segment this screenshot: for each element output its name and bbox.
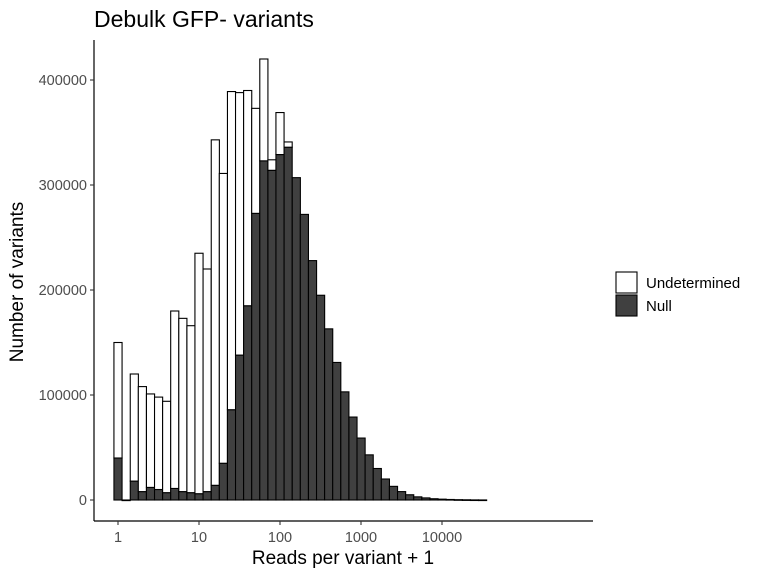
bar-null [218,462,228,501]
bar-null [437,498,447,501]
bar-null [202,491,212,501]
bar-null [461,499,471,501]
bar-undetermined [113,341,123,459]
bar-null [332,361,342,501]
y-tick-label: 300000 [39,178,87,194]
bar-null [113,457,123,501]
bar-undetermined [202,268,212,493]
bar-undetermined [267,159,277,171]
bar-null [445,498,455,501]
bar-null [275,154,285,501]
bar-undetermined [129,373,139,482]
chart-title: Debulk GFP- variants [94,6,314,32]
bar-undetermined [178,317,188,493]
legend-swatch [615,294,638,317]
bar-null [178,491,188,501]
bar-null [324,328,334,501]
bar-undetermined [251,107,261,214]
y-tick-label: 200000 [39,283,87,299]
bar-null [291,177,301,501]
bar-undetermined [186,325,196,494]
x-tick-label: 10000 [422,530,462,546]
bar-undetermined [170,310,180,489]
bar-null [396,491,407,501]
bar-null [356,437,366,501]
legend: Undetermined Null [615,271,740,317]
bar-undetermined [226,91,237,411]
legend-swatch [615,271,638,294]
bar-undetermined [210,139,220,486]
bar-undetermined [283,141,293,148]
bar-null [226,409,237,501]
bar-null [145,486,156,501]
bar-null [413,496,423,501]
bar-null [388,485,399,501]
bar-undetermined [153,396,164,491]
bar-undetermined [243,89,253,307]
bar-null [283,146,293,501]
bar-null [137,491,147,501]
bar-null [129,480,139,501]
bar-null [340,391,350,501]
bar-undetermined [275,112,285,156]
x-tick-label: 10 [191,530,207,546]
bar-null [267,169,277,501]
plot-area [113,58,488,502]
bar-null [405,494,415,501]
y-tick-label: 100000 [39,388,87,404]
bar-null [348,416,358,501]
bar-null [153,488,164,501]
bar-null [299,213,309,501]
axes: 0 100000 200000 300000 400000 1 10 100 1000 10000 [39,40,593,546]
bar-null [380,478,390,501]
bar-undetermined [137,386,147,493]
y-tick-label: 0 [79,493,87,509]
x-axis-title: Reads per variant + 1 [252,548,434,569]
bar-null [194,493,204,501]
legend-label: Null [646,298,672,315]
bar-null [307,260,318,501]
bar-null [364,454,374,501]
x-tick-label: 1000 [345,530,377,546]
bar-null [477,499,488,502]
bar-undetermined [234,92,245,356]
legend-label: Undetermined [646,275,740,292]
bar-null [251,212,261,501]
bar-null [162,492,172,501]
bar-null [315,294,326,501]
bar-null [421,497,431,501]
bar-null [469,499,480,502]
y-axis-title: Number of variants [7,202,28,363]
bar-null [210,484,220,501]
bar-undetermined [162,400,172,494]
x-tick-label: 100 [268,530,292,546]
bar-undetermined [259,58,269,162]
bar-null [121,499,131,502]
y-tick-label: 400000 [39,73,87,89]
bar-undetermined [194,252,204,495]
bar-null [170,487,180,501]
bar-null [186,492,196,501]
bar-null [243,305,253,501]
bar-null [429,498,439,501]
bar-null [372,467,382,501]
bar-undetermined [145,393,156,488]
x-tick-label: 1 [114,530,122,546]
bar-null [234,354,245,501]
bar-null [259,160,269,501]
bar-undetermined [218,172,228,464]
bar-null [453,499,463,501]
